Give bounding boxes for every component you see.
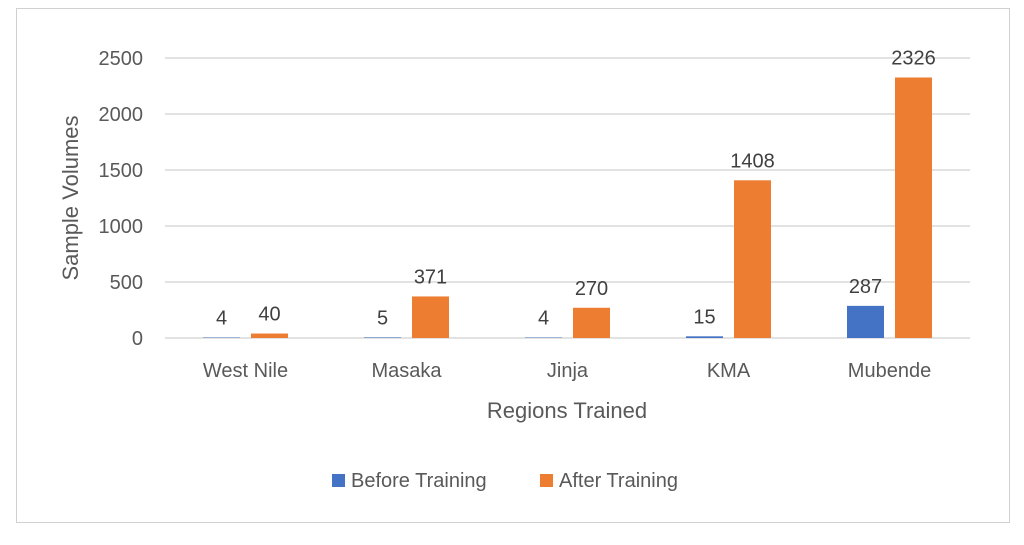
bar-after-training (734, 180, 771, 338)
bar-after-training (251, 333, 288, 338)
x-axis-title: Regions Trained (487, 398, 647, 423)
y-axis-title: Sample Volumes (58, 115, 83, 280)
data-label: 287 (849, 276, 882, 298)
y-tick-label: 2000 (99, 104, 144, 126)
bar-before-training (364, 337, 401, 338)
x-category-label: Masaka (371, 360, 442, 382)
legend-label: After Training (559, 470, 678, 492)
y-axis-ticks: 0 500 1000 1500 2000 2500 (99, 48, 144, 350)
bar-before-training (686, 336, 723, 338)
x-axis-categories: West Nile Masaka Jinja KMA Mubende (203, 360, 931, 382)
bar-before-training (847, 305, 884, 338)
data-label: 15 (693, 306, 715, 328)
data-label: 4 (538, 308, 549, 330)
x-category-label: KMA (707, 360, 751, 382)
y-tick-label: 2500 (99, 48, 144, 70)
legend-swatch (540, 474, 553, 487)
x-category-label: Mubende (848, 360, 931, 382)
y-tick-label: 1500 (99, 160, 144, 182)
legend-label: Before Training (351, 470, 487, 492)
data-label: 371 (414, 266, 447, 288)
y-tick-label: 0 (132, 328, 143, 350)
bars (203, 77, 932, 338)
data-label: 4 (216, 308, 227, 330)
bar-after-training (412, 296, 449, 338)
gridlines (165, 57, 970, 339)
data-label: 40 (258, 304, 280, 326)
data-label: 5 (377, 307, 388, 329)
data-labels: 4 40 5 371 4 270 15 1408 287 2326 (216, 47, 936, 329)
chart-frame (16, 8, 1010, 523)
y-tick-label: 500 (110, 272, 143, 294)
data-label: 2326 (891, 47, 936, 69)
bar-after-training (895, 77, 932, 338)
x-category-label: West Nile (203, 360, 288, 382)
legend-swatch (332, 474, 345, 487)
y-tick-label: 1000 (99, 216, 144, 238)
bar-after-training (573, 307, 610, 338)
data-label: 1408 (730, 150, 775, 172)
legend: Before Training After Training (332, 470, 678, 492)
x-category-label: Jinja (547, 360, 589, 382)
data-label: 270 (575, 278, 608, 300)
